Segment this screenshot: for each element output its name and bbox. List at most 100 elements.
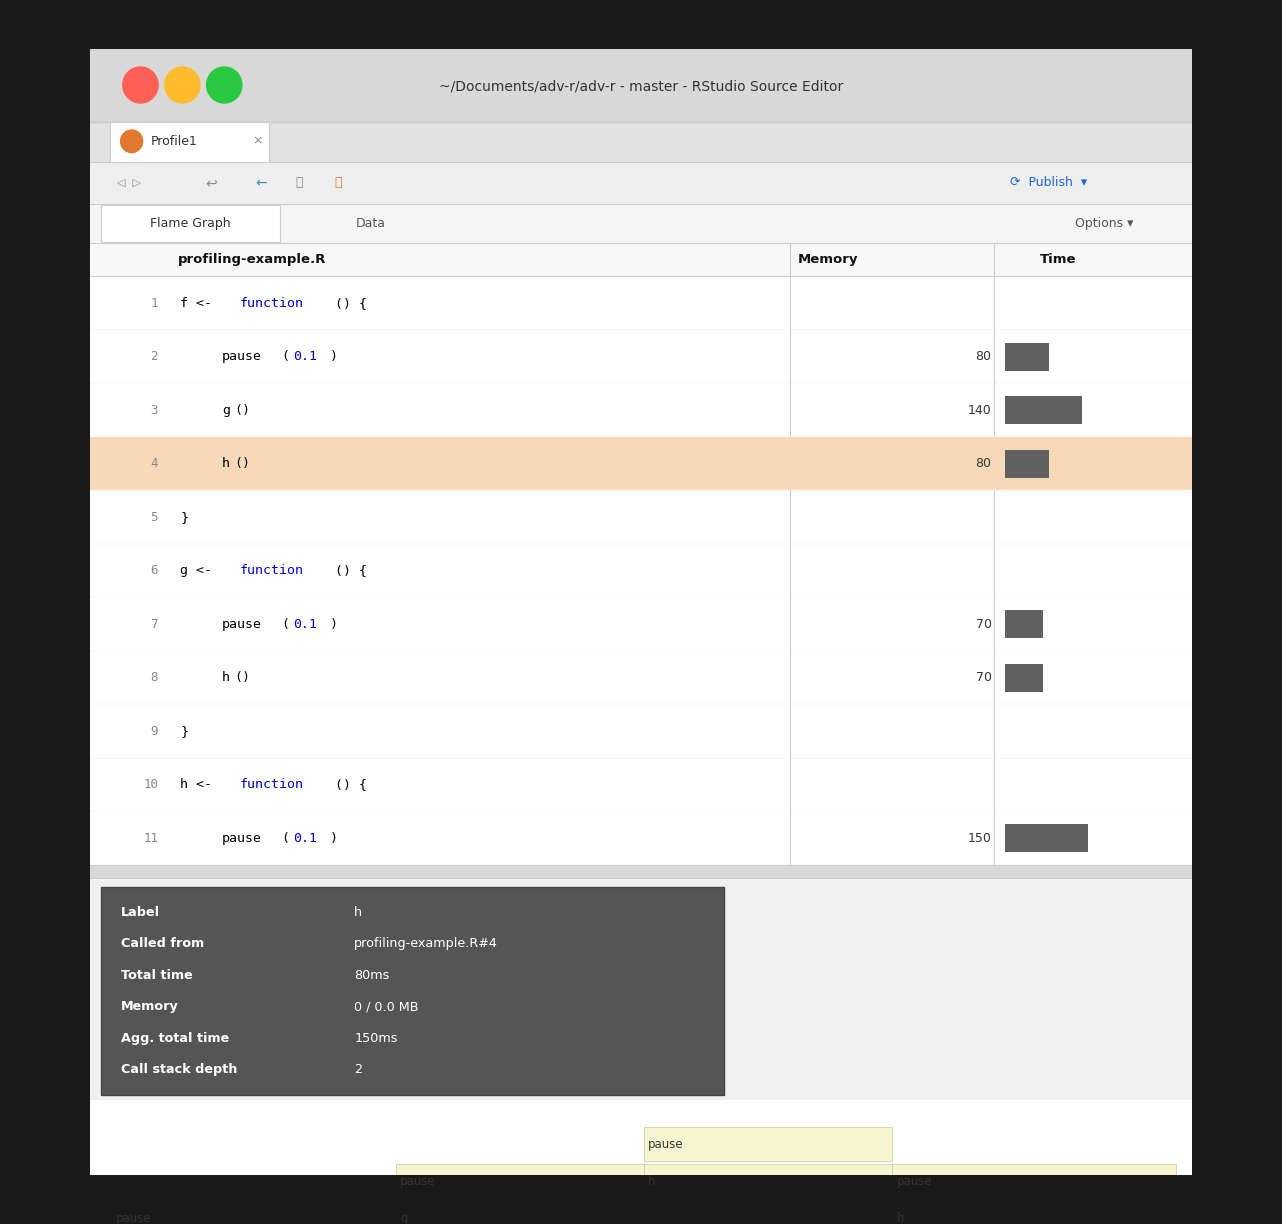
Text: Memory: Memory	[799, 253, 859, 266]
Text: Agg. total time: Agg. total time	[121, 1032, 229, 1045]
Text: Total time: Total time	[121, 968, 192, 982]
Text: 0 / 0.0 MB: 0 / 0.0 MB	[354, 1000, 419, 1013]
Bar	[1005, 824, 1087, 852]
Bar	[101, 887, 723, 1094]
Text: function: function	[240, 778, 304, 791]
Bar	[1005, 663, 1044, 692]
Text: 80: 80	[976, 457, 991, 470]
Text: Profile1: Profile1	[150, 135, 197, 148]
Bar	[90, 437, 1192, 491]
Text: 0.1: 0.1	[294, 618, 318, 630]
Text: profiling-example.R: profiling-example.R	[178, 253, 327, 266]
Text: (): ()	[233, 671, 250, 684]
Text: f <-: f <-	[181, 296, 221, 310]
Text: h: h	[222, 457, 229, 470]
Bar	[396, 1202, 892, 1224]
Bar	[892, 1202, 1176, 1224]
Text: 2: 2	[150, 350, 158, 364]
Text: 0.1: 0.1	[294, 350, 318, 364]
Text: () {: () {	[335, 296, 367, 310]
Bar	[109, 122, 269, 162]
Text: }: }	[181, 725, 188, 738]
Text: (): ()	[233, 457, 250, 470]
Text: g: g	[222, 404, 229, 416]
Bar	[90, 49, 1192, 122]
Text: 7: 7	[150, 618, 158, 630]
Text: pause: pause	[117, 1212, 151, 1224]
Text: g: g	[400, 1212, 408, 1224]
Bar	[90, 122, 1192, 162]
Text: h: h	[649, 1175, 655, 1187]
Text: 70: 70	[976, 618, 991, 630]
Text: (): ()	[233, 404, 250, 416]
Text: g <-: g <-	[181, 564, 221, 578]
Text: 9: 9	[150, 725, 158, 738]
Bar	[644, 1164, 892, 1198]
Text: 11: 11	[144, 831, 158, 845]
Text: ): )	[329, 618, 337, 630]
Text: pause: pause	[222, 831, 262, 845]
Text: Data: Data	[356, 217, 386, 230]
Circle shape	[206, 67, 242, 103]
Text: ⟳  Publish  ▾: ⟳ Publish ▾	[1010, 176, 1087, 190]
Bar	[892, 1164, 1176, 1198]
Circle shape	[123, 67, 158, 103]
Circle shape	[164, 67, 200, 103]
Text: Called from: Called from	[121, 938, 204, 950]
Bar	[90, 242, 1192, 277]
Bar	[90, 204, 1192, 242]
Text: ~/Documents/adv-r/adv-r - master - RStudio Source Editor: ~/Documents/adv-r/adv-r - master - RStud…	[438, 80, 844, 93]
Text: function: function	[240, 564, 304, 578]
Text: (: (	[282, 350, 290, 364]
Text: () {: () {	[335, 564, 367, 578]
Text: 150: 150	[968, 831, 991, 845]
Text: pause: pause	[222, 350, 262, 364]
Text: pause: pause	[400, 1175, 436, 1187]
Text: 140: 140	[968, 404, 991, 416]
Text: Options ▾: Options ▾	[1074, 217, 1133, 230]
Text: ◁  ▷: ◁ ▷	[118, 177, 141, 188]
Text: pause: pause	[649, 1137, 683, 1151]
Text: 8: 8	[150, 671, 158, 684]
Text: 1: 1	[150, 296, 158, 310]
Text: h: h	[896, 1212, 904, 1224]
Text: 🔶: 🔶	[335, 176, 341, 190]
Text: Call stack depth: Call stack depth	[121, 1064, 237, 1076]
Text: h: h	[222, 671, 229, 684]
Text: 80ms: 80ms	[354, 968, 390, 982]
Text: ): )	[329, 350, 337, 364]
Text: 70: 70	[976, 671, 991, 684]
Bar	[396, 1164, 644, 1198]
Text: () {: () {	[335, 778, 367, 791]
Bar	[1005, 343, 1049, 371]
Text: Flame Graph: Flame Graph	[150, 217, 231, 230]
Bar	[1005, 397, 1082, 424]
Bar	[1005, 611, 1044, 638]
Bar	[90, 277, 1192, 865]
Text: 💾: 💾	[295, 176, 303, 190]
Text: 3: 3	[150, 404, 158, 416]
Text: 5: 5	[150, 510, 158, 524]
Text: 80: 80	[976, 350, 991, 364]
Text: h: h	[354, 906, 363, 918]
Text: ↩: ↩	[205, 176, 217, 190]
Text: pause: pause	[896, 1175, 932, 1187]
Bar	[90, 865, 1192, 879]
Bar	[112, 1202, 396, 1224]
Text: 150ms: 150ms	[354, 1032, 397, 1045]
FancyBboxPatch shape	[81, 40, 1201, 1184]
Text: ×: ×	[253, 135, 263, 148]
Circle shape	[121, 130, 142, 153]
Text: ): )	[329, 831, 337, 845]
Bar	[90, 1100, 1192, 1224]
Text: (: (	[282, 831, 290, 845]
Bar	[1005, 449, 1049, 477]
Text: h <-: h <-	[181, 778, 221, 791]
Text: ←: ←	[255, 176, 267, 190]
Bar	[644, 1127, 892, 1160]
Text: Time: Time	[1040, 253, 1076, 266]
Text: 6: 6	[150, 564, 158, 578]
Text: Memory: Memory	[121, 1000, 178, 1013]
Text: }: }	[181, 510, 188, 524]
Text: 4: 4	[150, 457, 158, 470]
